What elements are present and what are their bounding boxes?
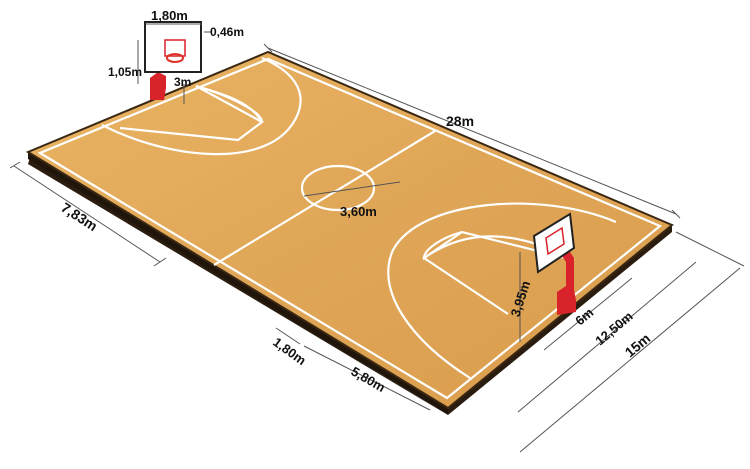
bottom-backboard bbox=[532, 212, 576, 274]
three-point-arc-top bbox=[101, 56, 302, 156]
bottom-square bbox=[545, 226, 565, 256]
label-backboard-height: 1,05m bbox=[108, 65, 142, 79]
label-court-width: 15m bbox=[622, 330, 654, 360]
bottom-post bbox=[557, 246, 576, 315]
dimension-lines bbox=[9, 23, 745, 453]
court-side-thickness bbox=[28, 152, 448, 415]
top-post bbox=[150, 72, 166, 100]
label-baseline-offset: 1,80m bbox=[270, 334, 309, 368]
label-square-height: 0,46m bbox=[210, 25, 244, 39]
lane-bottom bbox=[422, 230, 575, 315]
basketball-hoop-icon bbox=[166, 53, 184, 63]
label-center-circle: 3,60m bbox=[340, 204, 377, 219]
three-point-arc-bottom bbox=[387, 202, 617, 379]
top-square bbox=[164, 39, 186, 57]
center-circle bbox=[300, 164, 376, 212]
bottom-basket bbox=[532, 212, 576, 315]
label-court-length: 28m bbox=[446, 113, 474, 129]
court-end-thickness bbox=[448, 225, 672, 415]
half-court-line bbox=[213, 130, 436, 266]
label-lane-offset: 3m bbox=[174, 75, 191, 89]
boundary-line bbox=[37, 57, 663, 400]
top-backboard bbox=[144, 21, 202, 73]
court-surface bbox=[25, 50, 674, 410]
label-backboard-width: 1,80m bbox=[151, 8, 188, 23]
top-basket bbox=[144, 21, 202, 100]
lane-top bbox=[119, 85, 265, 142]
label-sideline-three-point: 7,83m bbox=[58, 199, 100, 234]
free-throw-circle-top bbox=[195, 84, 264, 123]
